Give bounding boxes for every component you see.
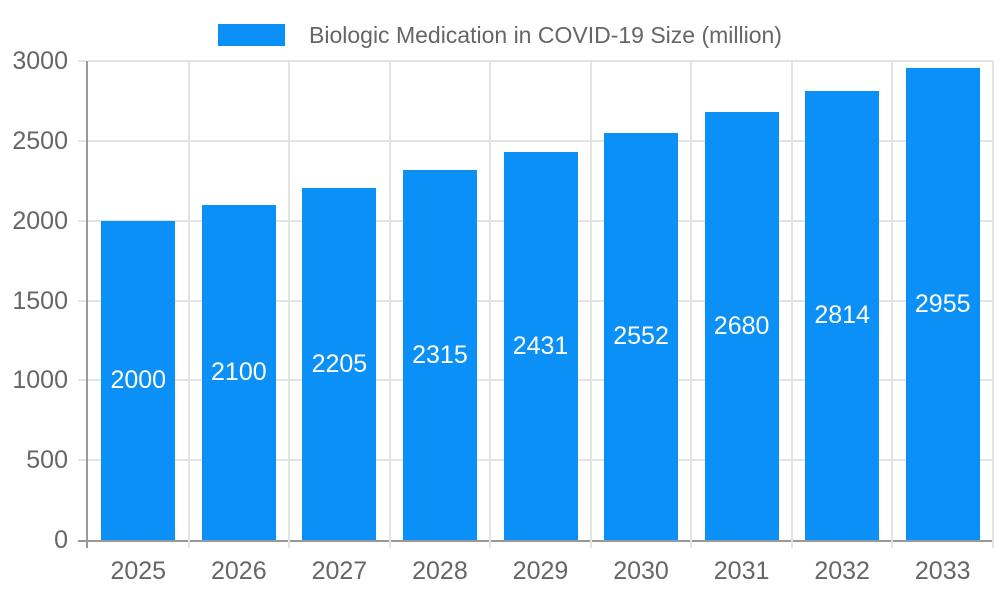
legend-label: Biologic Medication in COVID-19 Size (mi… [309,22,782,48]
x-axis-tick-label: 2033 [914,557,971,585]
x-axis-tick [690,540,693,548]
gridline-vertical [790,61,793,540]
bar-2032: 2814 [805,90,880,540]
legend[interactable]: Biologic Medication in COVID-19 Size (mi… [0,23,1000,47]
x-axis-tick [187,540,190,548]
bar-2031: 2680 [704,112,779,540]
bar-value-label: 2100 [211,358,267,387]
bar-2025: 2000 [101,220,176,540]
y-axis-tick [78,459,86,462]
y-axis-tick-label: 2000 [12,206,68,235]
y-axis-tick-label: 1500 [12,286,68,315]
bar-value-label: 2680 [713,312,770,341]
gridline-vertical [690,61,693,540]
x-axis-tick [489,540,492,548]
gridline-vertical [489,61,492,540]
x-axis-tick-label: 2026 [211,557,267,585]
gridline-vertical [891,61,894,540]
y-axis-tick [78,139,86,142]
y-axis-origin-tick [86,540,88,548]
x-axis-tick [790,540,793,548]
plot-area: 0 500 1000 1500 2000 2500 3000 2000 2025 2100 2026… [12,47,994,585]
gridline-vertical [992,61,994,540]
gridline-vertical [187,61,190,540]
bar-value-label: 2000 [110,366,167,395]
y-axis-tick [78,299,86,302]
y-axis-tick-label: 0 [54,526,68,554]
x-axis-tick [891,540,894,548]
bar-2026: 2100 [201,204,276,540]
x-axis-tick-label: 2025 [110,557,167,585]
x-axis-tick-label: 2029 [512,557,569,585]
y-axis-tick-label: 1000 [12,366,68,395]
y-axis-tick-label: 2500 [12,126,68,155]
bar-2027: 2205 [302,187,377,540]
x-axis-tick [589,540,592,548]
gridline-vertical [288,61,291,540]
y-axis-tick-label: 3000 [12,47,68,75]
x-axis-tick-label: 2032 [814,557,870,585]
y-axis-tick [78,379,86,382]
bar-2028: 2315 [402,170,477,540]
x-axis-origin-tick [78,540,88,542]
bar-value-label: 2205 [311,349,368,378]
x-axis-tick-label: 2031 [713,557,770,585]
x-axis-tick-label: 2030 [613,557,669,585]
bar-value-label: 2552 [613,322,669,351]
x-axis-tick-label: 2027 [311,557,368,585]
gridline-horizontal [88,60,993,62]
gridline-vertical [388,61,391,540]
legend-swatch [218,24,286,46]
bar-2030: 2552 [604,132,679,540]
x-axis-tick [388,540,391,548]
x-axis-tick [992,540,994,548]
gridline-horizontal [88,139,993,142]
bar-value-label: 2955 [914,290,971,319]
bar-value-label: 2315 [412,341,468,370]
bar-value-label: 2431 [512,331,569,360]
bar-2033: 2955 [905,68,980,540]
y-axis-tick [78,219,86,222]
y-axis-tick-label: 500 [26,446,68,475]
x-axis-tick-label: 2028 [412,557,468,585]
y-axis-tick [78,60,86,62]
gridline-vertical [589,61,592,540]
x-axis-tick [288,540,291,548]
bar-2029: 2431 [503,151,578,540]
bar-value-label: 2814 [814,301,870,330]
